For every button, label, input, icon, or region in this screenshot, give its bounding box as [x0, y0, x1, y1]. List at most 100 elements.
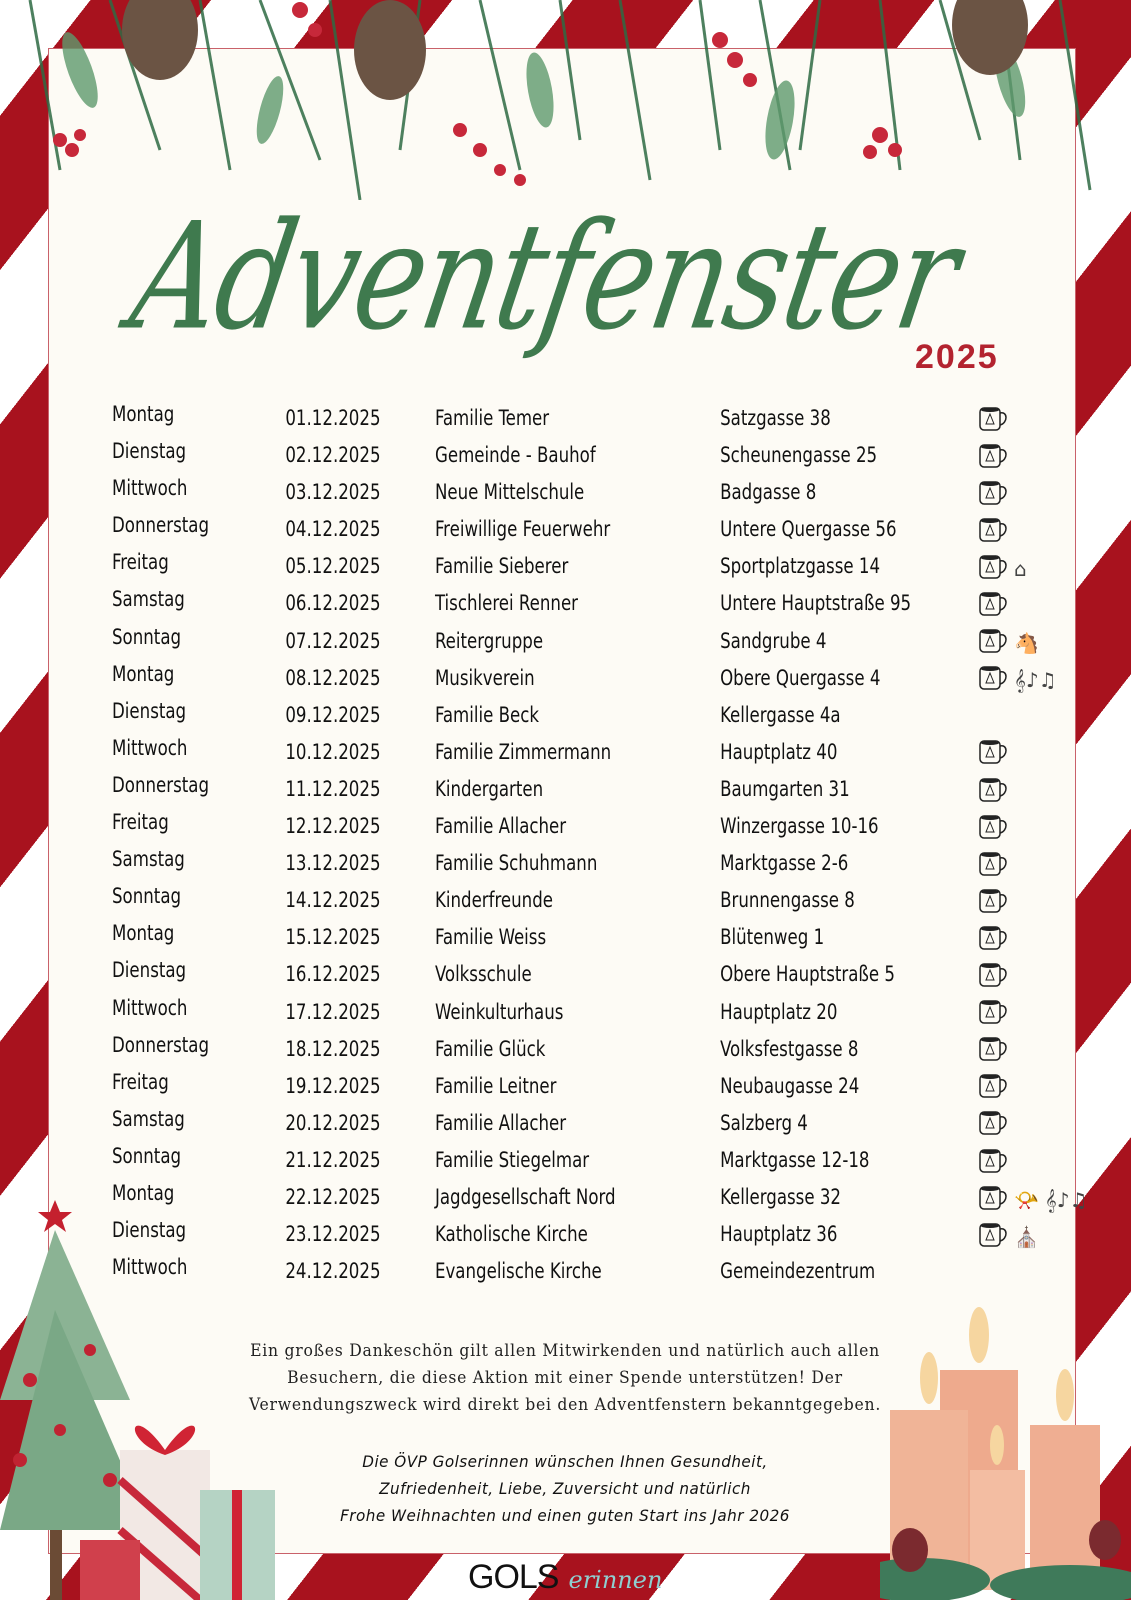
- schedule-row: Freitag 12.12.2025 Familie Allacher Winz…: [112, 810, 957, 847]
- date: 04.12.2025: [285, 517, 381, 542]
- date: 03.12.2025: [285, 480, 381, 505]
- row-icons: [978, 884, 1008, 921]
- weekday: Freitag: [112, 810, 169, 835]
- address: Kellergasse 32: [720, 1184, 842, 1209]
- schedule-row: Montag 22.12.2025 Jagdgesellschaft Nord …: [112, 1181, 957, 1218]
- host: Jagdgesellschaft Nord: [434, 1184, 616, 1209]
- nativity-stable-icon: ⌂: [1014, 556, 1027, 581]
- row-icons: 🐴: [978, 625, 1039, 662]
- schedule-row: Dienstag 09.12.2025 Familie Beck Kellerg…: [112, 699, 957, 736]
- host: Gemeinde - Bauhof: [434, 443, 596, 468]
- weekday: Donnerstag: [112, 772, 210, 797]
- host: Familie Zimmermann: [434, 739, 612, 764]
- address: Hauptplatz 36: [720, 1222, 838, 1247]
- weekday: Sonntag: [112, 884, 182, 909]
- wish-line: Zufriedenheit, Liebe, Zuversicht und nat…: [379, 1479, 751, 1498]
- mug-icon: [978, 1184, 1008, 1216]
- mug-icon: [978, 405, 1008, 437]
- row-icons: [978, 773, 1008, 810]
- schedule-row: Mittwoch 24.12.2025 Evangelische Kirche …: [112, 1255, 957, 1292]
- weekday: Freitag: [112, 550, 169, 575]
- address: Volksfestgasse 8: [720, 1036, 859, 1061]
- advent-candles-decoration: [880, 1307, 1131, 1600]
- mug-icon: [978, 998, 1008, 1030]
- weekday: Montag: [112, 921, 175, 946]
- schedule-row: Mittwoch 10.12.2025 Familie Zimmermann H…: [112, 736, 957, 773]
- host: Familie Stiegelmar: [434, 1147, 590, 1172]
- address: Scheunengasse 25: [720, 443, 878, 468]
- date: 24.12.2025: [285, 1259, 381, 1284]
- host: Volksschule: [434, 962, 532, 987]
- schedule-row: Mittwoch 03.12.2025 Neue Mittelschule Ba…: [112, 476, 957, 513]
- host: Kindergarten: [434, 776, 544, 801]
- weekday: Mittwoch: [112, 476, 188, 501]
- row-icons: [978, 439, 1008, 476]
- weekday: Dienstag: [112, 958, 187, 983]
- poster-year: 2025: [915, 338, 999, 376]
- address: Salzberg 4: [720, 1110, 808, 1135]
- date: 02.12.2025: [285, 443, 381, 468]
- poster-title: Adventfenster: [120, 190, 970, 363]
- mug-icon: [978, 553, 1008, 585]
- address: Neubaugasse 24: [720, 1073, 860, 1098]
- mug-icon: [978, 1147, 1008, 1179]
- mug-icon: [978, 479, 1008, 511]
- address: Baumgarten 31: [720, 776, 850, 801]
- row-icons: [978, 847, 1008, 884]
- host: Katholische Kirche: [434, 1222, 588, 1247]
- music-notes-icon: 𝄞♪♫: [1014, 668, 1057, 693]
- schedule-row: Dienstag 02.12.2025 Gemeinde - Bauhof Sc…: [112, 439, 957, 476]
- garland-decoration: [28, 0, 1092, 200]
- row-icons: ⛪: [978, 1218, 1039, 1255]
- host: Familie Allacher: [434, 1110, 567, 1135]
- thanks-line: Besuchern, die diese Aktion mit einer Sp…: [287, 1368, 843, 1388]
- address: Blütenweg 1: [720, 925, 825, 950]
- address: Brunnengasse 8: [720, 888, 855, 913]
- mug-icon: [978, 776, 1008, 808]
- row-icons: [978, 1033, 1008, 1070]
- schedule-row: Samstag 13.12.2025 Familie Schuhmann Mar…: [112, 847, 957, 884]
- host: Familie Schuhmann: [434, 851, 598, 876]
- weekday: Mittwoch: [112, 735, 188, 760]
- mug-icon: [978, 1072, 1008, 1104]
- mug-icon: [978, 738, 1008, 770]
- brand-logo: GOLS erinnen: [468, 1558, 662, 1597]
- schedule-row: Donnerstag 04.12.2025 Freiwillige Feuerw…: [112, 513, 957, 550]
- schedule-row: Mittwoch 17.12.2025 Weinkulturhaus Haupt…: [112, 996, 957, 1033]
- host: Familie Temer: [434, 406, 550, 430]
- address: Untere Quergasse 56: [720, 517, 897, 542]
- host: Reitergruppe: [434, 628, 544, 653]
- host: Kinderfreunde: [434, 888, 554, 913]
- address: Marktgasse 2-6: [720, 851, 849, 876]
- row-icons: 📯 𝄞♪♫: [978, 1181, 1087, 1218]
- weekday: Dienstag: [112, 698, 187, 723]
- row-icons: [978, 996, 1008, 1033]
- mug-icon: [978, 516, 1008, 548]
- weekday: Samstag: [112, 847, 185, 872]
- weekday: Dienstag: [112, 1218, 187, 1243]
- date: 12.12.2025: [285, 814, 381, 839]
- weekday: Montag: [112, 402, 175, 426]
- schedule-row: Freitag 05.12.2025 Familie Sieberer Spor…: [112, 550, 957, 587]
- host: Familie Sieberer: [434, 554, 569, 579]
- schedule-row: Freitag 19.12.2025 Familie Leitner Neuba…: [112, 1070, 957, 1107]
- row-icons: 𝄞♪♫: [978, 662, 1057, 699]
- weekday: Samstag: [112, 587, 185, 612]
- schedule-row: Sonntag 07.12.2025 Reitergruppe Sandgrub…: [112, 625, 957, 662]
- music-notes-icon: 𝄞♪♫: [1044, 1187, 1088, 1212]
- date: 06.12.2025: [285, 591, 381, 616]
- weekday: Sonntag: [112, 1143, 182, 1168]
- schedule-row: Dienstag 16.12.2025 Volksschule Obere Ha…: [112, 958, 957, 995]
- wishes-text: Die ÖVP Golserinnen wünschen Ihnen Gesun…: [237, 1448, 893, 1529]
- date: 21.12.2025: [285, 1147, 381, 1172]
- weekday: Dienstag: [112, 439, 187, 464]
- schedule-row: Donnerstag 18.12.2025 Familie Glück Volk…: [112, 1033, 957, 1070]
- row-icons: [978, 513, 1008, 550]
- thanks-line: Ein großes Dankeschön gilt allen Mitwirk…: [250, 1341, 880, 1361]
- weekday: Montag: [112, 661, 175, 686]
- mug-icon: [978, 850, 1008, 882]
- row-icons: [978, 402, 1008, 439]
- host: Familie Leitner: [434, 1073, 557, 1098]
- row-icons: [978, 476, 1008, 513]
- host: Familie Weiss: [434, 925, 547, 950]
